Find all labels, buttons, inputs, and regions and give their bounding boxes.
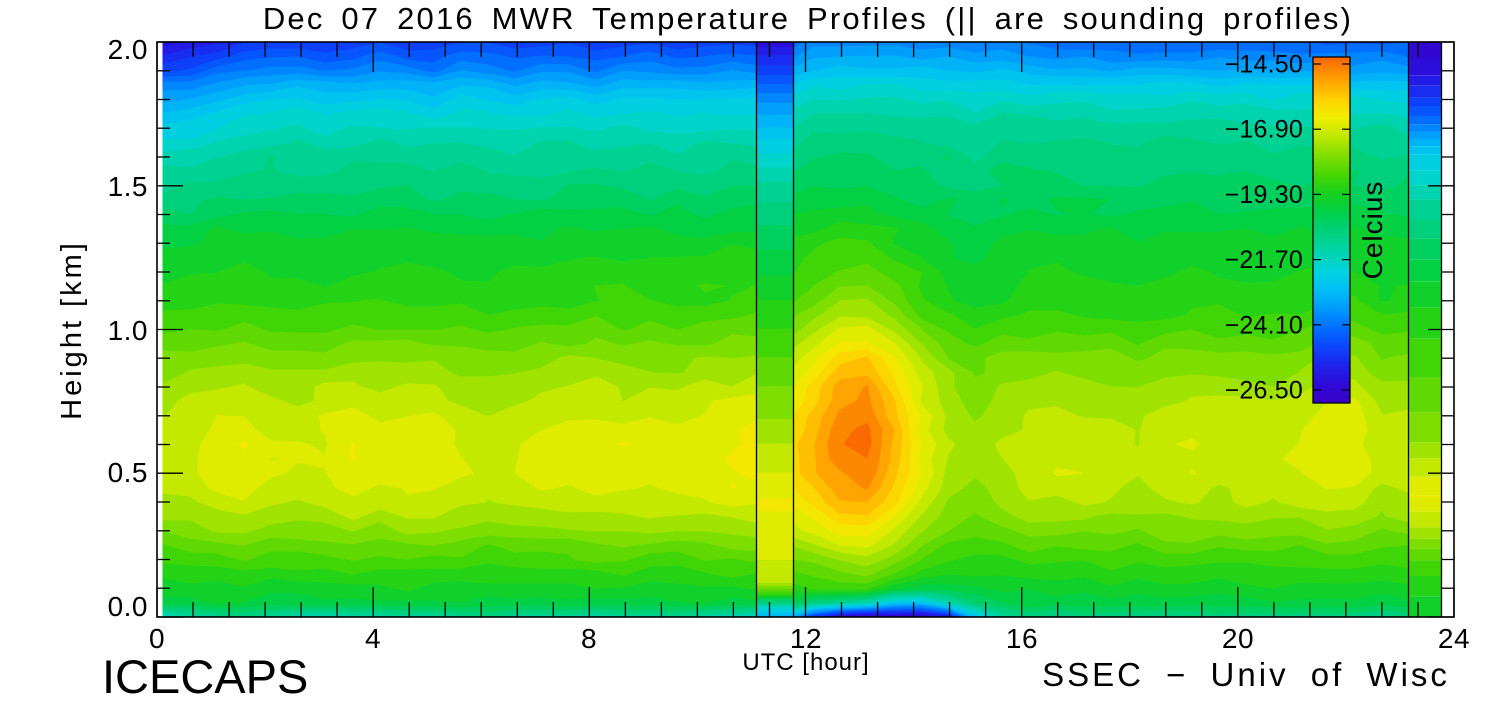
svg-text:SSEC − Univ of Wisc: SSEC − Univ of Wisc [1042,656,1450,693]
svg-text:−16.90: −16.90 [1225,116,1303,144]
svg-text:16: 16 [1006,623,1038,654]
svg-text:−14.50: −14.50 [1225,51,1303,79]
svg-text:Celcius: Celcius [1357,181,1388,280]
svg-text:−21.70: −21.70 [1225,246,1303,274]
svg-text:0: 0 [149,623,165,654]
svg-text:1.5: 1.5 [108,171,148,202]
svg-text:Height [km]: Height [km] [56,240,88,420]
svg-text:20: 20 [1222,623,1254,654]
svg-text:1.0: 1.0 [108,315,148,346]
svg-text:−26.50: −26.50 [1225,377,1303,405]
svg-text:ICECAPS: ICECAPS [102,650,308,700]
svg-text:8: 8 [581,623,597,654]
svg-text:−24.10: −24.10 [1225,311,1303,339]
svg-text:0.5: 0.5 [108,457,148,488]
svg-text:2.0: 2.0 [108,34,148,65]
svg-text:24: 24 [1438,623,1470,654]
svg-text:UTC [hour]: UTC [hour] [742,649,869,676]
svg-text:4: 4 [365,623,381,654]
svg-text:Dec 07 2016 MWR Temperature Pr: Dec 07 2016 MWR Temperature Profiles (||… [263,1,1353,36]
svg-text:−19.30: −19.30 [1225,181,1303,209]
svg-text:0.0: 0.0 [108,591,148,622]
svg-text:12: 12 [790,623,822,654]
